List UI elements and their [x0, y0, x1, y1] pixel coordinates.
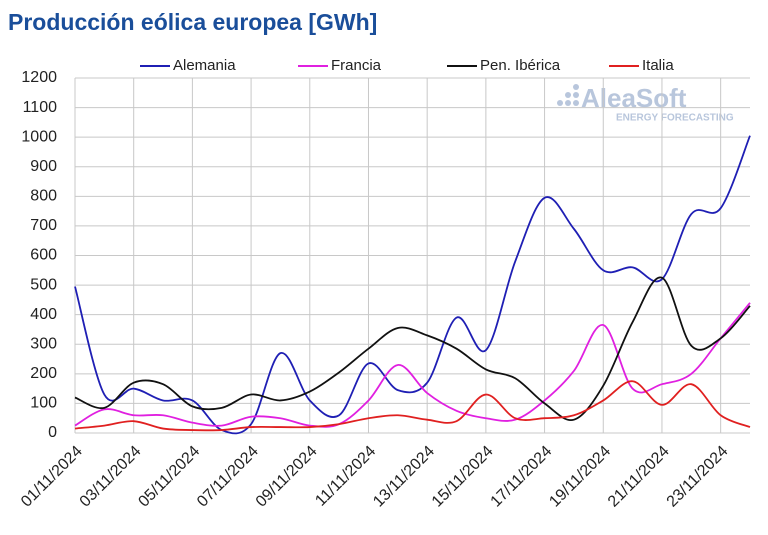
y-tick-label: 400	[30, 306, 57, 323]
legend-label: Pen. Ibérica	[480, 57, 561, 74]
x-tick-label: 03/11/2024	[77, 443, 145, 511]
x-tick-label: 07/11/2024	[194, 443, 262, 511]
series-line	[74, 135, 751, 435]
x-tick-label: 19/11/2024	[546, 443, 614, 511]
y-tick-label: 500	[30, 276, 57, 293]
watermark-tagline: ENERGY FORECASTING	[616, 113, 734, 124]
series-line	[74, 380, 751, 432]
x-tick-label: 11/11/2024	[312, 443, 379, 510]
watermark-dots	[557, 84, 579, 106]
x-tick-label: 01/11/2024	[18, 443, 86, 511]
x-tick-label: 05/11/2024	[135, 443, 203, 511]
x-tick-label: 21/11/2024	[605, 443, 673, 511]
legend-label: Italia	[642, 57, 674, 74]
x-tick-label: 15/11/2024	[429, 443, 497, 511]
y-tick-label: 800	[30, 188, 57, 205]
y-tick-label: 100	[30, 395, 57, 412]
y-tick-label: 300	[30, 335, 57, 352]
x-tick-label: 13/11/2024	[370, 443, 438, 511]
y-tick-label: 200	[30, 365, 57, 382]
legend-label: Francia	[331, 57, 382, 74]
y-tick-label: 0	[48, 424, 57, 441]
watermark-brand: AleaSoft	[581, 83, 687, 113]
chart-title: Producción eólica europea [GWh]	[8, 9, 377, 35]
series-line	[74, 302, 751, 428]
y-tick-label: 600	[30, 247, 57, 264]
x-tick-label: 09/11/2024	[253, 443, 321, 511]
x-tick-label: 23/11/2024	[664, 443, 732, 511]
y-tick-label: 700	[30, 217, 57, 234]
y-tick-label: 900	[30, 158, 57, 175]
series-line	[74, 276, 751, 422]
x-tick-label: 17/11/2024	[488, 443, 556, 511]
y-tick-label: 1100	[23, 99, 58, 116]
y-tick-label: 1200	[21, 69, 57, 86]
legend-label: Alemania	[173, 57, 236, 74]
y-tick-label: 1000	[21, 128, 57, 145]
